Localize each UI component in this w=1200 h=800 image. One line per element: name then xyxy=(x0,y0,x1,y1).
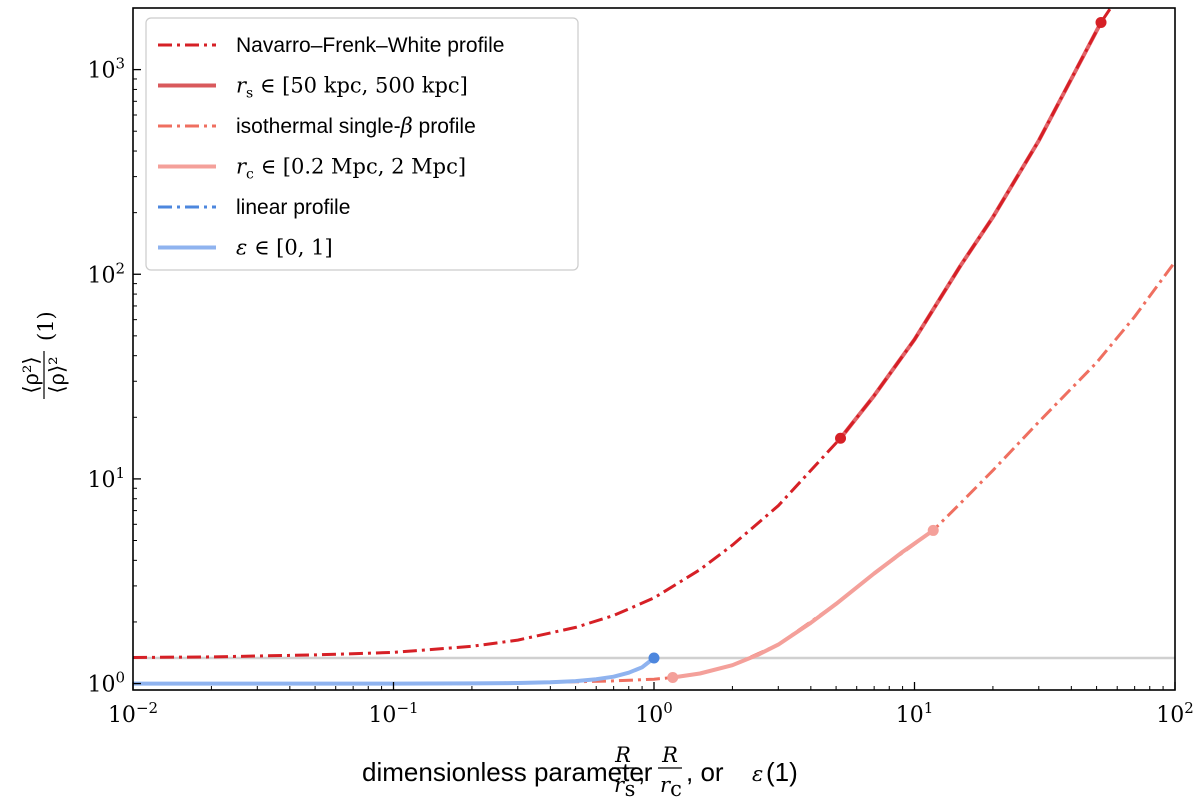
legend: Navarro–Frenk–White profile rs ∈ [50 kpc,… xyxy=(145,17,579,271)
series-line-1 xyxy=(838,21,1103,440)
legend-label-1: rs ∈ [50 kpc, 500 kpc] xyxy=(236,74,468,102)
series-endpoint-1-1 xyxy=(1095,16,1107,28)
x-axis-label-frac1-num: R xyxy=(614,743,631,767)
x-tick-label-1: 10−1 xyxy=(368,699,418,728)
x-axis-label-frac1: R r s xyxy=(612,743,636,800)
x-tick-label-2: 100 xyxy=(635,699,673,728)
legend-label-2: isothermal single-β profile xyxy=(236,114,476,138)
series-endpoint-5-0 xyxy=(648,652,660,664)
y-tick-label-1: 101 xyxy=(87,464,125,493)
x-axis-label-frac2-num: R xyxy=(661,743,678,767)
x-axis-label-frac2-den: r xyxy=(660,773,672,797)
x-axis-label-frac1-den-sub: s xyxy=(625,777,636,800)
legend-label-0: Navarro–Frenk–White profile xyxy=(236,34,504,57)
x-axis-label-eps: ε xyxy=(752,762,763,786)
x-axis-label-frac1-den: r xyxy=(614,773,626,797)
x-axis-label-lead: dimensionless parameter xyxy=(362,757,653,787)
legend-label-3: rc ∈ [0.2 Mpc, 2 Mpc] xyxy=(236,155,466,183)
x-axis-label-tail2: (1) xyxy=(766,757,798,787)
x-axis-label-sep: , xyxy=(638,757,645,787)
y-axis-label-num: ⟨ρ²⟩ xyxy=(19,356,43,393)
legend-label-4: linear profile xyxy=(236,196,350,219)
y-axis-label-den: ⟨ρ⟩² xyxy=(45,356,69,393)
x-axis-label-frac2-den-sub: c xyxy=(670,777,682,800)
y-axis-label-unit: (1) xyxy=(34,311,58,341)
series-endpoint-3-0 xyxy=(667,672,679,684)
x-axis-label: dimensionless parameter R r s , R r c , … xyxy=(362,743,798,800)
series-line-3 xyxy=(672,528,935,680)
series-line-2 xyxy=(133,260,1175,686)
series-endpoint-3-1 xyxy=(927,524,939,536)
series-line-5 xyxy=(133,656,656,686)
plot-area xyxy=(133,8,1175,686)
y-tick-label-2: 102 xyxy=(87,259,125,288)
y-tick-label-3: 103 xyxy=(87,55,125,84)
y-axis-label: ⟨ρ²⟩ ⟨ρ⟩² (1) xyxy=(19,311,69,399)
legend-box xyxy=(145,17,579,271)
axis-ticks: 10−2 10−1 100 101 102 100 101 102 103 xyxy=(87,7,1194,728)
x-tick-label-4: 102 xyxy=(1156,699,1194,728)
y-tick-label-0: 100 xyxy=(87,669,125,698)
x-axis-label-tail1: , or xyxy=(686,757,724,787)
legend-label-5: ε ∈ [0, 1] xyxy=(236,236,333,260)
x-tick-label-0: 10−2 xyxy=(108,699,158,728)
x-tick-label-3: 101 xyxy=(896,699,934,728)
x-axis-label-frac2: R r c xyxy=(658,743,682,800)
series-endpoint-1-0 xyxy=(835,432,847,444)
